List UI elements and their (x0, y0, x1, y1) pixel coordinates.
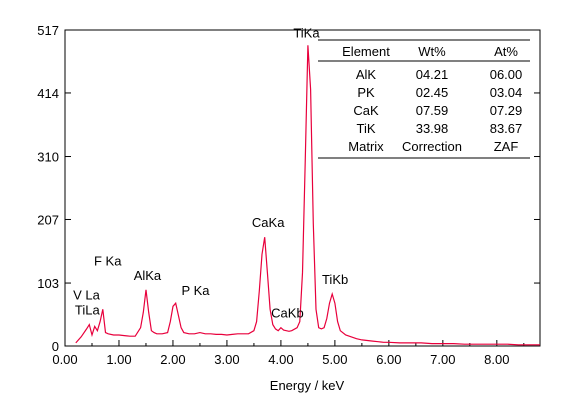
x-tick-label: 0.00 (52, 352, 77, 367)
peak-label: P Ka (182, 283, 211, 298)
peak-label: V La (73, 288, 101, 303)
table-cell: 33.98 (416, 121, 449, 136)
x-tick-label: 4.00 (268, 352, 293, 367)
table-cell: 07.29 (490, 103, 523, 118)
table-cell: 02.45 (416, 85, 449, 100)
table-cell: TiK (356, 121, 375, 136)
peak-label: CaKa (252, 215, 285, 230)
x-axis-label: Energy / keV (270, 378, 345, 393)
table-header-cell: At% (494, 44, 518, 59)
peak-label: TiLa (75, 303, 101, 318)
y-tick-label: 207 (37, 212, 59, 227)
table-cell: ZAF (494, 139, 519, 154)
table-cell: AlK (356, 67, 377, 82)
y-tick-label: 414 (37, 86, 59, 101)
x-tick-label: 1.00 (106, 352, 131, 367)
y-tick-label: 310 (37, 150, 59, 165)
table-cell: 04.21 (416, 67, 449, 82)
peak-label: TiKa (293, 25, 320, 40)
x-tick-label: 3.00 (214, 352, 239, 367)
x-axis: 0.00 1.00 2.00 3.00 4.00 5.00 6.00 7.00 8.00 (52, 340, 525, 367)
table-header-cell: Wt% (418, 44, 446, 59)
y-tick-label: 0 (52, 339, 59, 354)
table-cell: 03.04 (490, 85, 523, 100)
y-tick-label: 103 (37, 276, 59, 291)
peak-label: TiKb (322, 272, 348, 287)
table-cell: CaK (353, 103, 379, 118)
x-tick-label: 6.00 (376, 352, 401, 367)
spectrum-line (75, 45, 540, 346)
peak-label: F Ka (94, 253, 122, 268)
x-tick-label: 8.00 (484, 352, 509, 367)
peak-label: AlKa (134, 268, 162, 283)
composition-table: Element Wt% At% AlK 04.21 06.00 PK 02.45 03.04 Ca… (318, 39, 530, 159)
x-tick-label: 2.00 (160, 352, 185, 367)
table-cell: Correction (402, 139, 462, 154)
table-header-cell: Element (342, 44, 390, 59)
y-axis: 0 103 207 310 414 517 (37, 23, 540, 354)
table-cell: PK (357, 85, 375, 100)
x-tick-label: 7.00 (430, 352, 455, 367)
x-tick-label: 5.00 (322, 352, 347, 367)
y-tick-label: 517 (37, 23, 59, 38)
table-cell: 83.67 (490, 121, 523, 136)
peak-label: CaKb (271, 306, 304, 321)
table-cell: 06.00 (490, 67, 523, 82)
table-cell: Matrix (348, 139, 384, 154)
table-cell: 07.59 (416, 103, 449, 118)
plot-frame (64, 29, 541, 347)
